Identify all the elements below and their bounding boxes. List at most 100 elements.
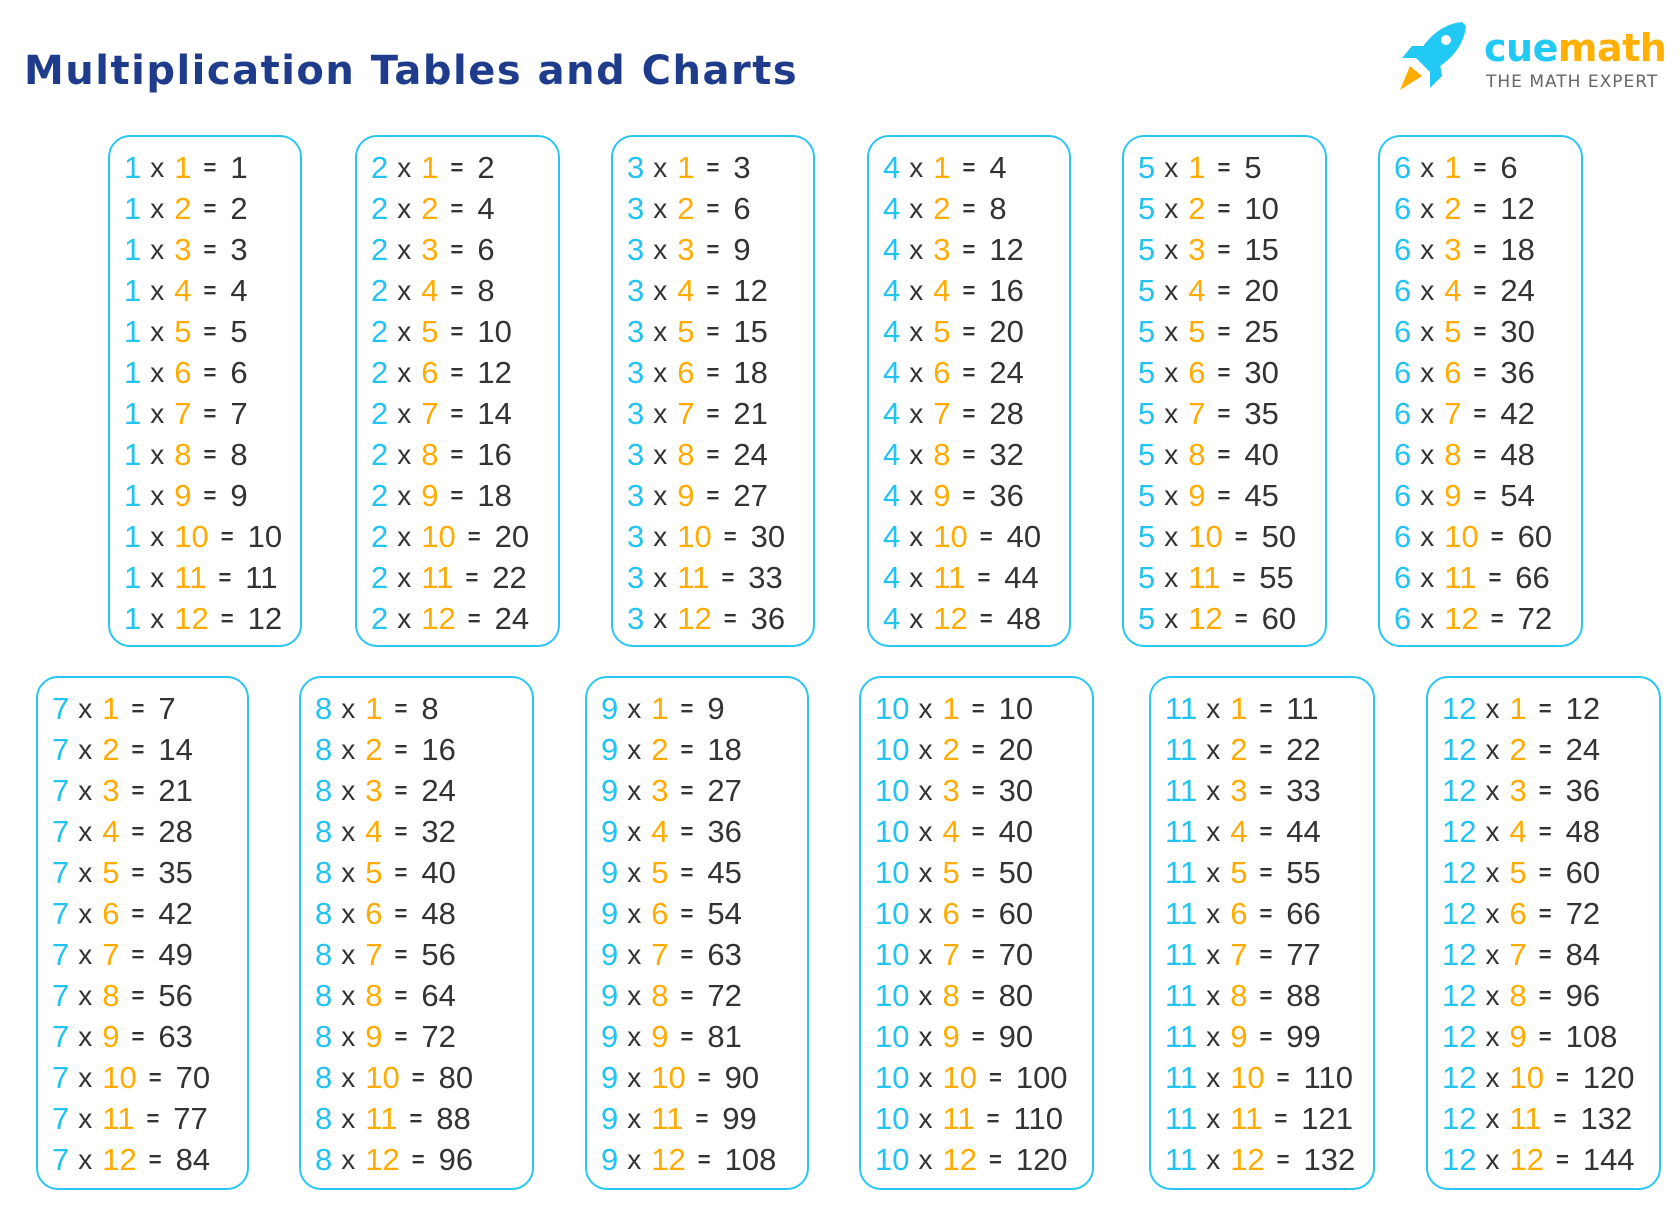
multiplicand: 1 bbox=[124, 396, 142, 431]
multiplicand: 6 bbox=[1394, 191, 1412, 226]
multiplicand: 5 bbox=[1138, 396, 1156, 431]
equation-row: 3 x 6 = 18 bbox=[627, 352, 813, 393]
times-sign: x bbox=[909, 562, 924, 593]
multiplier: 2 bbox=[102, 732, 120, 767]
equals-sign: = bbox=[394, 983, 408, 1008]
equals-sign: = bbox=[962, 401, 976, 426]
multiplier: 3 bbox=[365, 773, 383, 808]
equals-sign: = bbox=[988, 1065, 1002, 1090]
product: 27 bbox=[707, 773, 742, 808]
times-sign: x bbox=[1206, 898, 1221, 929]
equation-row: 6 x 12 = 72 bbox=[1394, 598, 1581, 639]
equation-row: 8 x 2 = 16 bbox=[315, 729, 532, 770]
multiplicand: 12 bbox=[1442, 978, 1477, 1013]
multiplicand: 9 bbox=[601, 773, 619, 808]
times-sign: x bbox=[341, 1103, 356, 1134]
equals-sign: = bbox=[203, 360, 217, 385]
multiplicand: 9 bbox=[601, 896, 619, 931]
multiplicand: 4 bbox=[883, 519, 901, 554]
multiplicand: 6 bbox=[1394, 314, 1412, 349]
multiplicand: 1 bbox=[124, 355, 142, 390]
equation-row: 4 x 12 = 48 bbox=[883, 598, 1069, 639]
times-sign: x bbox=[627, 734, 642, 765]
multiplicand: 6 bbox=[1394, 150, 1412, 185]
multiplier: 2 bbox=[651, 732, 669, 767]
multiplicand: 7 bbox=[52, 978, 70, 1013]
equals-sign: = bbox=[971, 860, 985, 885]
multiplicand: 9 bbox=[601, 978, 619, 1013]
times-sign: x bbox=[150, 152, 165, 183]
multiplicand: 12 bbox=[1442, 937, 1477, 972]
multiplier: 4 bbox=[1444, 273, 1462, 308]
multiplicand: 3 bbox=[627, 478, 645, 513]
equals-sign: = bbox=[723, 606, 737, 631]
equals-sign: = bbox=[1276, 1065, 1290, 1090]
equation-row: 12 x 11 = 132 bbox=[1442, 1098, 1659, 1139]
equation-row: 11 x 2 = 22 bbox=[1165, 729, 1373, 770]
times-sign: x bbox=[627, 939, 642, 970]
multiplier: 10 bbox=[1509, 1060, 1544, 1095]
multiplicand: 3 bbox=[627, 150, 645, 185]
equals-sign: = bbox=[1473, 196, 1487, 221]
multiplicand: 2 bbox=[371, 232, 389, 267]
multiplicand: 11 bbox=[1165, 855, 1198, 890]
times-sign: x bbox=[1206, 980, 1221, 1011]
equals-sign: = bbox=[971, 737, 985, 762]
equals-sign: = bbox=[1234, 524, 1248, 549]
multiplier: 1 bbox=[421, 150, 439, 185]
multiplicand: 3 bbox=[627, 396, 645, 431]
equals-sign: = bbox=[1555, 1065, 1569, 1090]
equation-row: 11 x 8 = 88 bbox=[1165, 975, 1373, 1016]
multiplier: 10 bbox=[421, 519, 456, 554]
multiplier: 12 bbox=[174, 601, 209, 636]
multiplicand: 11 bbox=[1165, 732, 1198, 767]
product: 14 bbox=[158, 732, 193, 767]
product: 4 bbox=[230, 273, 248, 308]
equation-row: 1 x 7 = 7 bbox=[124, 393, 300, 434]
multiplier: 7 bbox=[102, 937, 120, 972]
equation-row: 5 x 10 = 50 bbox=[1138, 516, 1325, 557]
product: 36 bbox=[1565, 773, 1601, 808]
times-sign: x bbox=[627, 1021, 642, 1052]
times-sign: x bbox=[653, 316, 668, 347]
times-sign: x bbox=[150, 357, 165, 388]
multiplier: 10 bbox=[174, 519, 209, 554]
multiplier: 2 bbox=[677, 191, 695, 226]
multiplicand: 12 bbox=[1442, 1101, 1477, 1136]
equation-row: 7 x 3 = 21 bbox=[52, 770, 247, 811]
times-sign: x bbox=[1485, 857, 1500, 888]
multiplicand: 10 bbox=[875, 1142, 910, 1177]
multiplier: 1 bbox=[1509, 691, 1527, 726]
equals-sign: = bbox=[1259, 1024, 1273, 1049]
multiplicand: 4 bbox=[883, 355, 901, 390]
product: 20 bbox=[1244, 273, 1279, 308]
multiplicand: 2 bbox=[371, 150, 389, 185]
equation-row: 11 x 9 = 99 bbox=[1165, 1016, 1373, 1057]
equals-sign: = bbox=[131, 983, 145, 1008]
multiplicand: 2 bbox=[371, 519, 389, 554]
equals-sign: = bbox=[394, 696, 408, 721]
multiplier: 11 bbox=[174, 560, 207, 595]
multiplicand: 7 bbox=[52, 1019, 70, 1054]
times-sign: x bbox=[1206, 1021, 1221, 1052]
multiplicand: 7 bbox=[52, 937, 70, 972]
equals-sign: = bbox=[1488, 565, 1502, 590]
equation-row: 1 x 4 = 4 bbox=[124, 270, 300, 311]
multiplier: 9 bbox=[1444, 478, 1462, 513]
equation-row: 5 x 11 = 55 bbox=[1138, 557, 1325, 598]
equation-row: 6 x 4 = 24 bbox=[1394, 270, 1581, 311]
multiplier: 2 bbox=[942, 732, 960, 767]
equals-sign: = bbox=[131, 819, 145, 844]
equals-sign: = bbox=[962, 319, 976, 344]
equals-sign: = bbox=[1259, 778, 1273, 803]
multiplicand: 8 bbox=[315, 1142, 333, 1177]
equation-row: 4 x 8 = 32 bbox=[883, 434, 1069, 475]
equals-sign: = bbox=[1473, 401, 1487, 426]
equals-sign: = bbox=[1473, 319, 1487, 344]
product: 56 bbox=[421, 937, 456, 972]
equals-sign: = bbox=[1553, 1106, 1567, 1131]
times-sign: x bbox=[150, 439, 165, 470]
equals-sign: = bbox=[706, 360, 720, 385]
equation-row: 9 x 8 = 72 bbox=[601, 975, 807, 1016]
times-sign: x bbox=[78, 1103, 93, 1134]
